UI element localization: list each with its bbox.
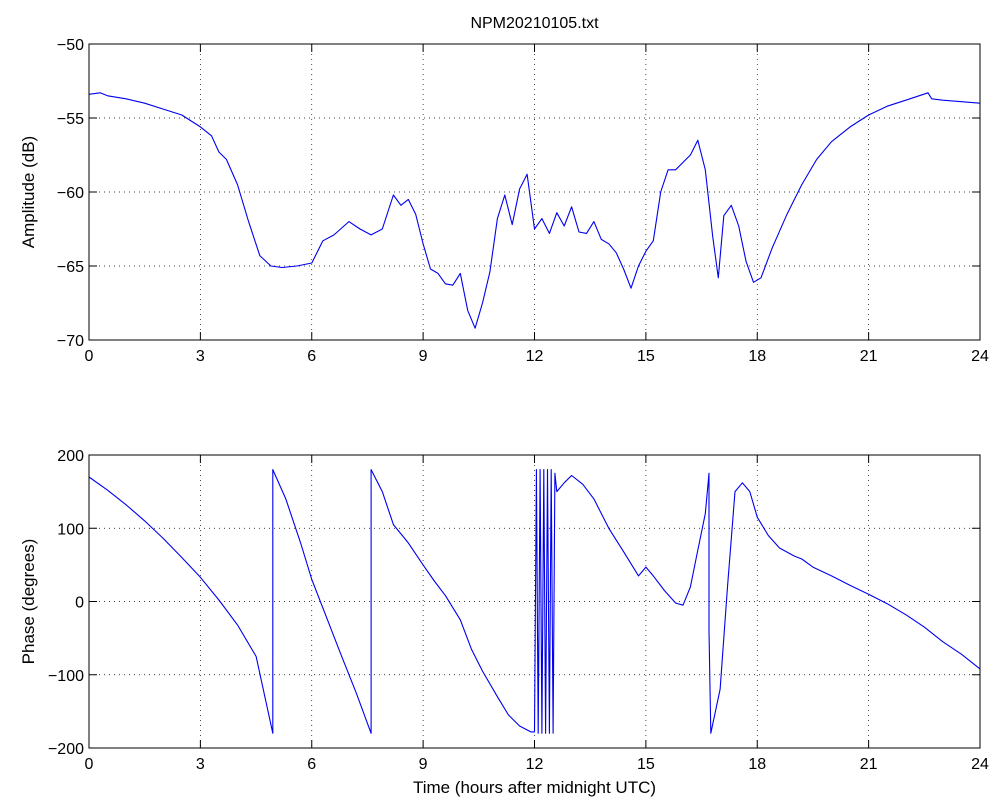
amplitude-x-tick-label: 0 xyxy=(85,348,94,365)
phase-panel: 0 3 6 9 12 15 18 21 24 −200 −100 0 100 200 Phase (deg… xyxy=(19,448,989,797)
amplitude-y-tick-label: −65 xyxy=(57,259,84,276)
amplitude-grid xyxy=(89,44,980,340)
phase-x-tick-label: 24 xyxy=(971,756,989,773)
time-x-axis-label: Time (hours after midnight UTC) xyxy=(413,778,656,797)
amplitude-x-tick-label: 24 xyxy=(971,348,989,365)
amplitude-x-tick-label: 3 xyxy=(196,348,205,365)
phase-x-tick-label: 15 xyxy=(637,756,655,773)
amplitude-panel: 0 3 6 9 12 15 18 21 24 −70 −65 −60 −55 −50 NPM2021010… xyxy=(19,15,989,365)
phase-y-tick-label: 0 xyxy=(75,595,84,612)
amplitude-y-axis-label: Amplitude (dB) xyxy=(19,136,38,248)
amplitude-x-tick-label: 18 xyxy=(748,348,766,365)
phase-y-tick-label: 100 xyxy=(57,521,84,538)
phase-series-line xyxy=(88,469,981,734)
amplitude-x-tick-label: 21 xyxy=(860,348,878,365)
phase-y-tick-label: 200 xyxy=(57,448,84,465)
phase-x-tick-label: 18 xyxy=(748,756,766,773)
amplitude-x-tick-label: 15 xyxy=(637,348,655,365)
amplitude-y-tick-label: −70 xyxy=(57,333,84,350)
amplitude-x-tick-label: 6 xyxy=(307,348,316,365)
chart-title: NPM20210105.txt xyxy=(470,15,599,32)
phase-x-tick-label: 3 xyxy=(196,756,205,773)
amplitude-ticks: 0 3 6 9 12 15 18 21 24 −70 −65 −60 −55 −50 xyxy=(57,37,989,365)
phase-x-tick-label: 9 xyxy=(419,756,428,773)
phase-x-tick-label: 21 xyxy=(860,756,878,773)
amplitude-y-tick-label: −55 xyxy=(57,111,84,128)
amplitude-y-tick-label: −60 xyxy=(57,185,84,202)
phase-y-tick-label: −200 xyxy=(48,741,84,758)
phase-x-tick-label: 12 xyxy=(526,756,544,773)
amplitude-x-tick-label: 9 xyxy=(419,348,428,365)
amplitude-y-tick-label: −50 xyxy=(57,37,84,54)
amplitude-series-line xyxy=(88,92,981,329)
phase-x-tick-label: 0 xyxy=(85,756,94,773)
phase-y-axis-label: Phase (degrees) xyxy=(19,539,38,665)
phase-y-tick-label: −100 xyxy=(48,668,84,685)
phase-ticks: 0 3 6 9 12 15 18 21 24 −200 −100 0 100 200 xyxy=(48,448,989,773)
amplitude-x-tick-label: 12 xyxy=(526,348,544,365)
phase-x-tick-label: 6 xyxy=(307,756,316,773)
